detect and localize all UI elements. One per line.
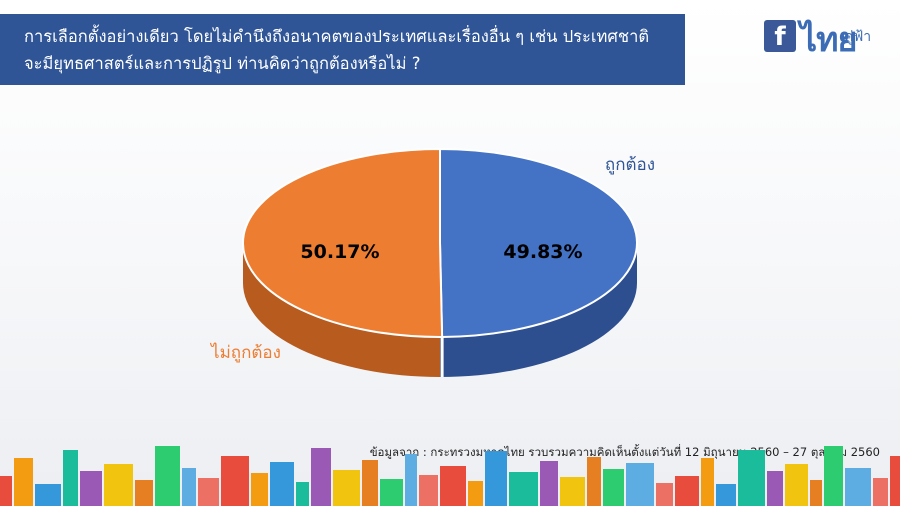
skyline-building: [104, 464, 133, 506]
skyline-building: [626, 463, 654, 506]
question-line-1: การเลือกตั้งอย่างเดียว โดยไม่คำนึงถึงอนา…: [24, 27, 650, 46]
skyline-building: [0, 476, 12, 506]
skyline-building: [362, 460, 378, 506]
skyline-building: [182, 468, 196, 506]
facebook-icon: f: [764, 20, 796, 52]
skyline-building: [873, 478, 888, 506]
city-skyline-decoration: [0, 446, 900, 506]
skyline-building: [701, 458, 714, 506]
skyline-building: [485, 451, 507, 506]
skyline-building: [221, 456, 249, 506]
skyline-building: [824, 446, 843, 506]
skyline-building: [468, 481, 483, 506]
skyline-building: [540, 461, 558, 506]
skyline-building: [890, 456, 900, 506]
logo-name: ไทย: [800, 20, 857, 60]
skyline-building: [135, 480, 153, 506]
skyline-building: [716, 484, 736, 506]
skyline-building: [810, 480, 822, 506]
skyline-building: [270, 462, 294, 506]
pie-slice-correct: [439, 147, 639, 339]
logo-subtitle: คู่ฟ้า: [844, 29, 872, 45]
series-label-correct: ถูกต้อง: [605, 155, 655, 175]
question-banner: การเลือกตั้งอย่างเดียว โดยไม่คำนึงถึงอนา…: [0, 14, 685, 85]
value-label-incorrect: 50.17%: [300, 241, 379, 263]
thaikufah-logo: f ไทย คู่ฟ้า: [764, 12, 880, 60]
pie-slice-incorrect: [242, 147, 444, 338]
skyline-building: [560, 477, 585, 506]
skyline-building: [63, 450, 78, 506]
skyline-building: [785, 464, 808, 506]
skyline-building: [35, 484, 61, 506]
skyline-building: [603, 469, 624, 506]
pie-side-incorrect: [243, 243, 440, 377]
skyline-building: [333, 470, 360, 506]
skyline-building: [675, 476, 699, 506]
skyline-building: [311, 448, 331, 506]
skyline-building: [14, 458, 33, 506]
skyline-building: [198, 478, 219, 506]
skyline-building: [251, 473, 268, 506]
skyline-building: [380, 479, 403, 506]
skyline-building: [587, 457, 601, 506]
skyline-building: [767, 471, 783, 506]
value-label-correct: 49.83%: [503, 241, 582, 263]
question-line-2: จะมียุทธศาสตร์และการปฏิรูป ท่านคิดว่าถูก…: [24, 54, 421, 73]
skyline-building: [738, 450, 765, 506]
pie-side-correct: [440, 243, 637, 377]
skyline-building: [80, 471, 102, 506]
skyline-building: [440, 466, 466, 506]
skyline-building: [656, 483, 673, 506]
skyline-building: [405, 454, 417, 506]
skyline-building: [845, 468, 871, 506]
series-label-incorrect: ไม่ถูกต้อง: [209, 342, 281, 363]
skyline-building: [155, 446, 180, 506]
skyline-building: [419, 475, 438, 506]
skyline-building: [296, 482, 309, 506]
skyline-building: [509, 472, 538, 506]
